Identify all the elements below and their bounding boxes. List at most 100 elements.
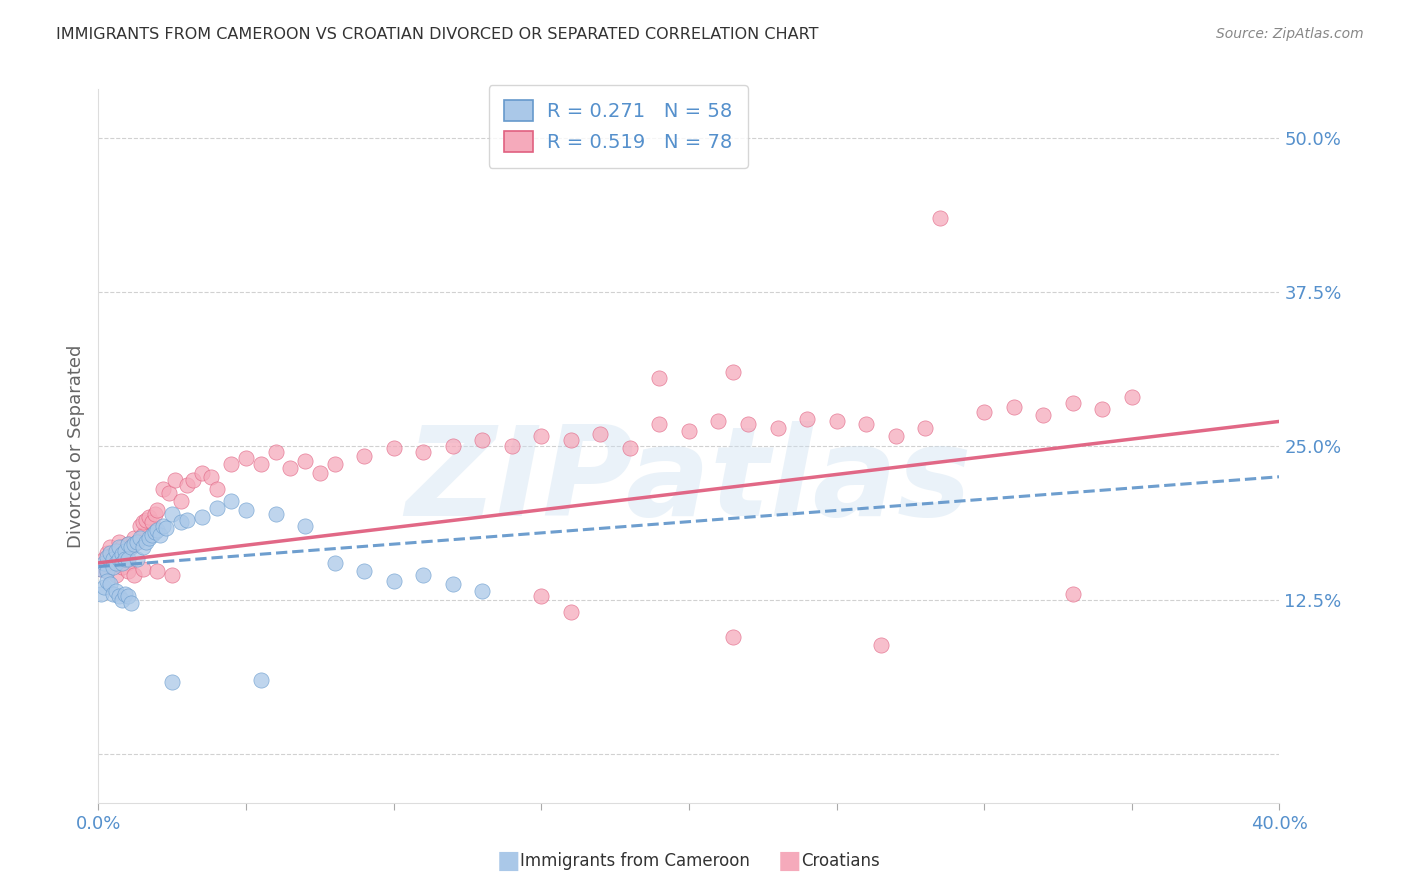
Point xyxy=(120,540,142,554)
Point xyxy=(855,417,877,431)
Point xyxy=(1091,402,1114,417)
Point xyxy=(412,568,434,582)
Point xyxy=(117,537,139,551)
Point xyxy=(111,540,134,554)
Point xyxy=(353,565,375,579)
Point xyxy=(98,576,121,591)
Point xyxy=(766,420,789,434)
Point xyxy=(648,417,671,431)
Point xyxy=(191,466,214,480)
Point xyxy=(353,449,375,463)
Point xyxy=(111,552,134,566)
Point xyxy=(678,424,700,438)
Point xyxy=(250,458,273,472)
Point xyxy=(108,535,131,549)
Point xyxy=(162,568,183,582)
Point xyxy=(105,552,128,566)
Text: ZIPatlas: ZIPatlas xyxy=(406,421,972,542)
Point xyxy=(176,513,198,527)
Point xyxy=(1062,587,1084,601)
Point xyxy=(103,559,125,574)
Point xyxy=(103,552,125,566)
Point xyxy=(723,630,745,644)
Point xyxy=(825,414,848,428)
Point xyxy=(128,519,150,533)
Point xyxy=(105,568,128,582)
Point xyxy=(162,507,183,521)
Point xyxy=(90,562,112,576)
Point xyxy=(98,546,121,560)
Text: Immigrants from Cameroon: Immigrants from Cameroon xyxy=(520,852,749,870)
Text: IMMIGRANTS FROM CAMEROON VS CROATIAN DIVORCED OR SEPARATED CORRELATION CHART: IMMIGRANTS FROM CAMEROON VS CROATIAN DIV… xyxy=(56,27,818,42)
Point xyxy=(114,587,136,601)
Point xyxy=(108,540,131,554)
Point xyxy=(117,565,139,579)
Point xyxy=(132,527,155,541)
Point xyxy=(135,535,157,549)
Point xyxy=(471,433,494,447)
Point xyxy=(382,574,405,589)
Text: Croatians: Croatians xyxy=(801,852,880,870)
Point xyxy=(309,466,332,480)
Point xyxy=(114,543,136,558)
Text: ■: ■ xyxy=(778,849,801,872)
Point xyxy=(132,540,155,554)
Point xyxy=(796,412,818,426)
Point xyxy=(143,507,166,521)
Point xyxy=(135,513,157,527)
Point xyxy=(176,478,198,492)
Point xyxy=(108,543,131,558)
Point xyxy=(125,535,148,549)
Point xyxy=(530,429,553,443)
Point xyxy=(264,507,287,521)
Point xyxy=(103,556,125,570)
Point xyxy=(108,552,131,566)
Point xyxy=(138,531,160,545)
Point xyxy=(105,556,128,570)
Point xyxy=(589,426,612,441)
Point xyxy=(93,556,115,570)
Point xyxy=(111,556,134,570)
Y-axis label: Divorced or Separated: Divorced or Separated xyxy=(66,344,84,548)
Point xyxy=(143,525,166,540)
Point xyxy=(382,442,405,456)
Point xyxy=(152,482,174,496)
Point xyxy=(181,474,204,488)
Point xyxy=(122,568,145,582)
Point xyxy=(560,433,582,447)
Point xyxy=(280,461,302,475)
Point xyxy=(294,454,316,468)
Point xyxy=(501,439,523,453)
Point xyxy=(200,469,222,483)
Point xyxy=(323,458,346,472)
Text: Source: ZipAtlas.com: Source: ZipAtlas.com xyxy=(1216,27,1364,41)
Point xyxy=(114,552,136,566)
Point xyxy=(235,451,257,466)
Point xyxy=(530,589,553,603)
Point xyxy=(103,547,125,561)
Point xyxy=(884,429,907,443)
Point xyxy=(93,581,115,595)
Point xyxy=(191,510,214,524)
Point xyxy=(108,589,131,603)
Point xyxy=(870,638,893,652)
Point xyxy=(1062,396,1084,410)
Point xyxy=(471,584,494,599)
Point xyxy=(146,503,169,517)
Point xyxy=(141,527,163,541)
Point xyxy=(1121,390,1143,404)
Point xyxy=(96,565,118,579)
Point xyxy=(619,442,641,456)
Point xyxy=(105,584,128,599)
Point xyxy=(103,587,125,601)
Point xyxy=(138,510,160,524)
Point xyxy=(707,414,730,428)
Point xyxy=(146,523,169,537)
Point xyxy=(412,445,434,459)
Point xyxy=(235,503,257,517)
Point xyxy=(96,574,118,589)
Point xyxy=(105,543,128,558)
Point xyxy=(264,445,287,459)
Point xyxy=(96,565,118,579)
Point xyxy=(1032,409,1054,423)
